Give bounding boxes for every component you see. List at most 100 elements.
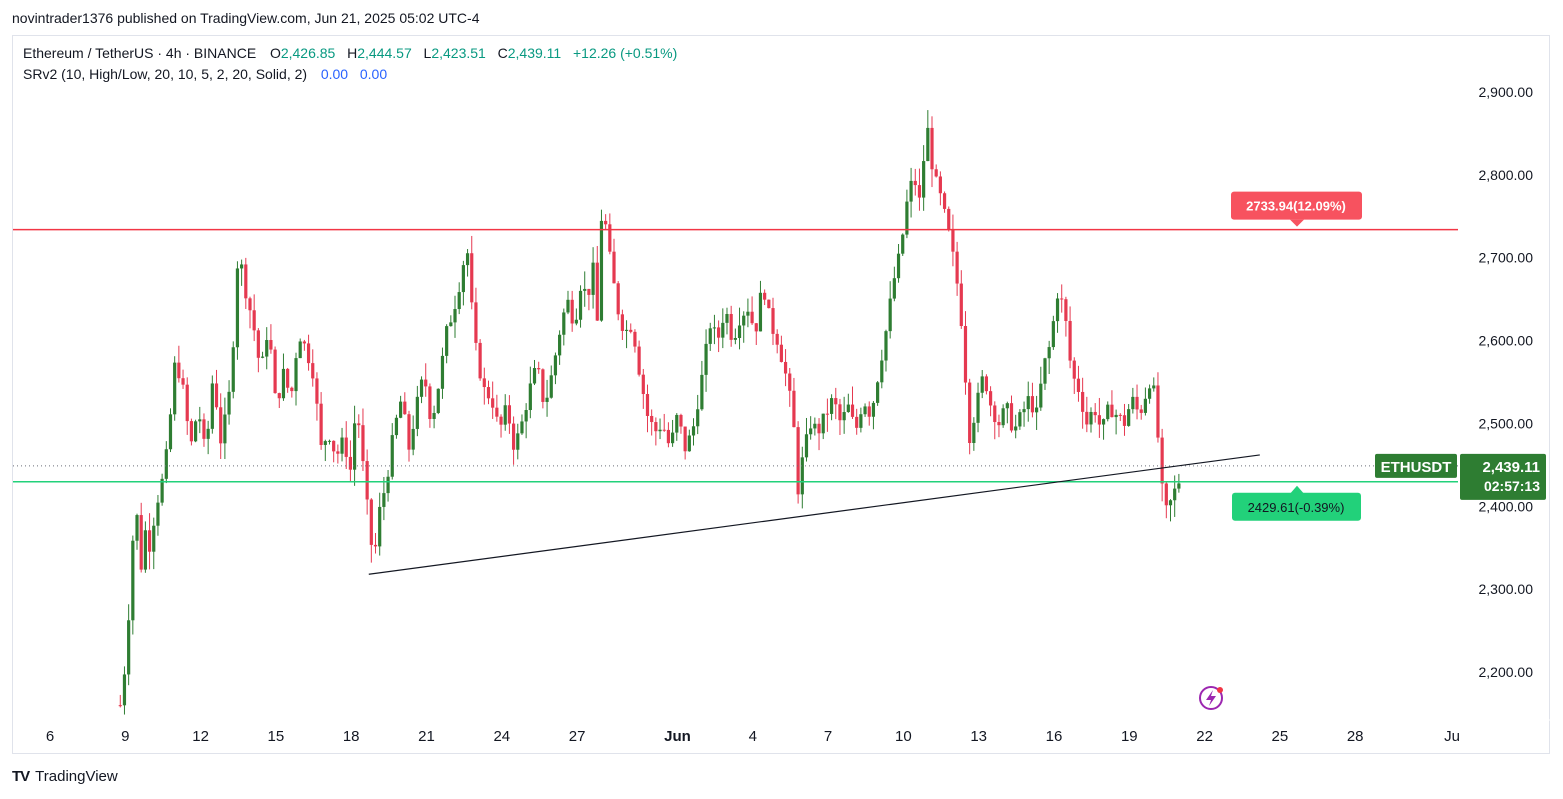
candle-body <box>612 251 616 284</box>
candle-body <box>436 388 440 414</box>
candle-body <box>424 379 428 387</box>
candle-body <box>675 414 679 433</box>
candle-body <box>587 288 591 295</box>
candle-body <box>624 329 629 331</box>
candle-body <box>905 201 909 235</box>
candle-body <box>332 440 336 452</box>
candle-body <box>394 417 399 436</box>
candle-body <box>771 308 775 334</box>
candle-body <box>578 290 583 320</box>
candle-body <box>449 322 453 327</box>
candle-body <box>804 434 809 458</box>
candle-body <box>336 451 340 454</box>
candle-body <box>1106 404 1110 420</box>
publisher-line: novintrader1376 published on TradingView… <box>12 10 480 26</box>
candle-body <box>1177 483 1181 489</box>
support-label-text: 2429.61(-0.39%) <box>1248 500 1345 515</box>
candle-body <box>574 319 578 324</box>
candle-body <box>474 302 478 343</box>
candle-body <box>545 397 549 402</box>
candle-body <box>244 264 248 299</box>
candle-body <box>896 253 901 279</box>
candle-body <box>796 427 800 495</box>
candle-body <box>306 343 311 364</box>
candle-body <box>495 407 499 417</box>
candle-body <box>181 378 185 385</box>
candle-body <box>507 405 512 424</box>
open-value: 2,426.85 <box>280 45 336 61</box>
candle-body <box>984 376 989 392</box>
candle-body <box>164 449 168 479</box>
candle-body <box>252 310 256 331</box>
candle-body <box>846 404 850 413</box>
candle-body <box>516 433 520 450</box>
trendline[interactable] <box>368 454 1260 575</box>
candle-body <box>775 333 779 345</box>
indicator-title[interactable]: SRv2 (10, High/Low, 20, 10, 5, 2, 20, So… <box>23 66 308 82</box>
candle-body <box>629 329 633 332</box>
candle-body <box>298 341 302 359</box>
candle-body <box>135 515 139 541</box>
y-tick-label: 2,500.00 <box>1479 415 1534 431</box>
candle-body <box>650 415 654 423</box>
candle-body <box>281 368 286 399</box>
event-flag-icon[interactable] <box>1199 686 1223 710</box>
candle-body <box>122 674 127 706</box>
candle-body <box>1168 500 1173 506</box>
candle-body <box>654 422 658 432</box>
candle-body <box>599 220 604 321</box>
candle-body <box>938 176 942 194</box>
resistance-label-box[interactable] <box>1231 191 1362 220</box>
candle-body <box>821 413 825 434</box>
candle-body <box>1122 415 1127 426</box>
candle-body <box>248 298 252 311</box>
candle-body <box>294 358 298 392</box>
open-label: O <box>269 45 281 61</box>
candle-body <box>829 398 834 414</box>
candle-body <box>470 253 474 303</box>
candle-body <box>842 412 846 421</box>
candle-body <box>549 375 553 398</box>
candle-body <box>198 419 202 422</box>
candle-body <box>558 334 562 356</box>
candle-body <box>214 383 219 408</box>
candle-body <box>834 398 838 405</box>
candle-body <box>541 369 545 402</box>
candle-body <box>499 416 503 425</box>
candle-body <box>884 331 888 361</box>
support-label-box[interactable] <box>1232 492 1361 521</box>
candle-body <box>1035 407 1039 413</box>
y-tick-label: 2,800.00 <box>1479 167 1534 183</box>
x-tick-label: 15 <box>268 728 285 745</box>
support-label-pointer <box>1290 485 1304 494</box>
candle-body <box>1039 383 1043 408</box>
candle-body <box>127 620 131 675</box>
candle-body <box>537 368 541 370</box>
candle-body <box>993 405 997 423</box>
candle-body <box>1081 391 1085 412</box>
candle-body <box>976 392 980 423</box>
candle-body <box>369 499 373 545</box>
x-tick-label: Ju <box>1444 728 1460 745</box>
candle-body <box>955 251 959 284</box>
candle-body <box>909 180 913 202</box>
candle-body <box>683 426 687 452</box>
candle-body <box>696 409 700 427</box>
candle-body <box>1135 396 1139 410</box>
x-tick-label: 10 <box>895 728 912 745</box>
candle-body <box>118 705 122 707</box>
candle-body <box>1076 378 1081 392</box>
x-tick-label: 18 <box>343 728 360 745</box>
candle-body <box>959 283 963 327</box>
candle-body <box>1160 437 1164 484</box>
candle-body <box>286 368 290 388</box>
footer-brand: TV TradingView <box>12 768 118 785</box>
candle-body <box>260 356 265 358</box>
symbol-title[interactable]: Ethereum / TetherUS · 4h · BINANCE <box>23 45 257 61</box>
candle-body <box>645 394 650 416</box>
candle-body <box>340 437 344 454</box>
candle-body <box>704 343 708 375</box>
candle-body <box>980 376 984 393</box>
candle-body <box>382 493 386 507</box>
